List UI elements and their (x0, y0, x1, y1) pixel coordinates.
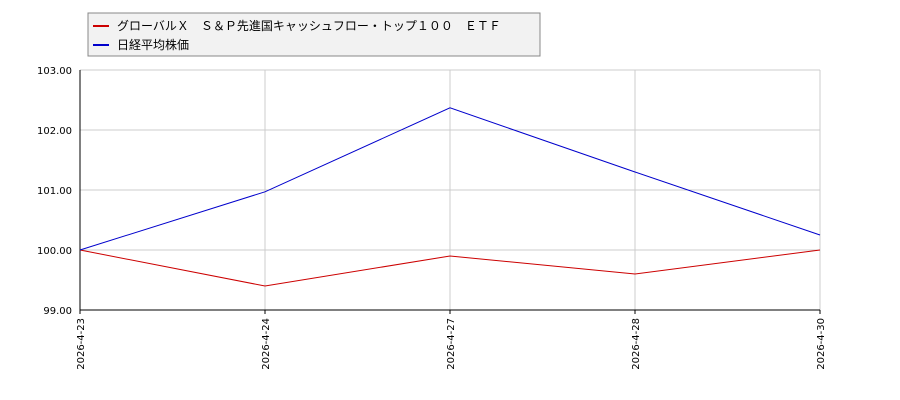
legend-label: グローバルＸ Ｓ＆Ｐ先進国キャッシュフロー・トップ１００ ＥＴＦ (117, 19, 501, 33)
x-tick-label: 2026-4-24 (261, 318, 272, 370)
x-tick-label: 2026-4-28 (631, 318, 642, 370)
series-line-1 (79, 107, 821, 251)
x-tick-label: 2026-4-30 (816, 318, 827, 370)
y-tick-label: 99.00 (43, 306, 72, 317)
y-tick-label: 103.00 (37, 66, 72, 77)
y-tick-label: 101.00 (37, 186, 72, 197)
y-tick-label: 102.00 (37, 126, 72, 137)
axes: 99.00 100.00 101.00 102.00 103.00 2026-4-23 20… (37, 66, 827, 370)
series-lines (79, 107, 821, 287)
x-tick-label: 2026-4-27 (446, 318, 457, 370)
y-tick-label: 100.00 (37, 246, 72, 257)
legend-box (87, 12, 541, 57)
series-line-0 (79, 249, 821, 287)
legend: グローバルＸ Ｓ＆Ｐ先進国キャッシュフロー・トップ１００ ＥＴＦ 日経平均株価 (87, 12, 541, 57)
grid (80, 69, 821, 310)
legend-label: 日経平均株価 (117, 37, 189, 52)
x-tick-label: 2026-4-23 (76, 318, 87, 370)
